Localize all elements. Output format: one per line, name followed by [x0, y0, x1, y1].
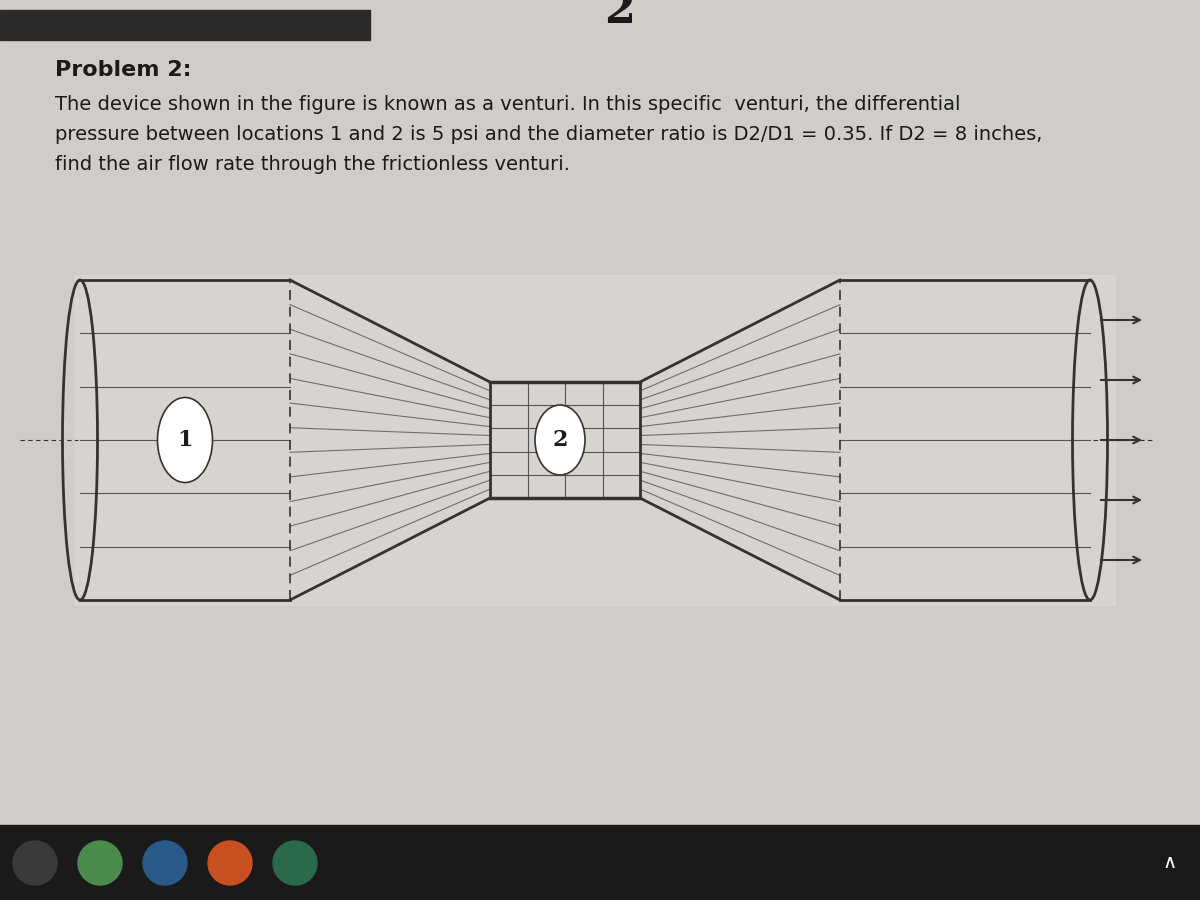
Circle shape [78, 841, 122, 885]
Circle shape [143, 841, 187, 885]
Text: find the air flow rate through the frictionless venturi.: find the air flow rate through the frict… [55, 155, 570, 174]
Text: 2: 2 [552, 429, 568, 451]
Circle shape [13, 841, 58, 885]
Bar [74, 275, 1115, 605]
Bar [0, 825, 1200, 900]
Ellipse shape [535, 405, 586, 475]
Text: Problem 2:: Problem 2: [55, 60, 192, 80]
Text: ∧: ∧ [1163, 853, 1177, 872]
Text: 2: 2 [605, 0, 636, 32]
Bar [0, 10, 370, 40]
Text: 1: 1 [178, 429, 193, 451]
Circle shape [274, 841, 317, 885]
Circle shape [208, 841, 252, 885]
Text: The device shown in the figure is known as a venturi. In this specific  venturi,: The device shown in the figure is known … [55, 95, 960, 114]
Text: pressure between locations 1 and 2 is 5 psi and the diameter ratio is D2/D1 = 0.: pressure between locations 1 and 2 is 5 … [55, 125, 1043, 144]
Ellipse shape [157, 398, 212, 482]
